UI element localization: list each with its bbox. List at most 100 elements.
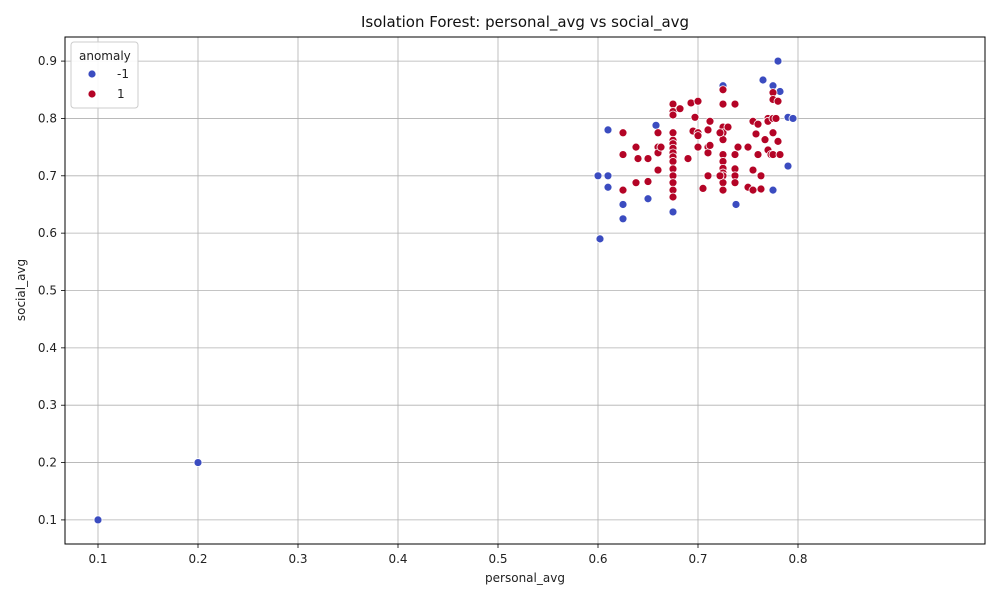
data-point [690,112,700,122]
data-point [788,114,798,123]
data-point [668,110,678,120]
data-point [730,99,740,109]
data-point [656,142,666,152]
data-point [633,154,643,163]
data-point [748,165,758,175]
y-tick-label: 0.1 [38,513,57,527]
data-point [753,119,763,129]
data-point [693,96,703,106]
data-point [631,142,641,152]
y-tick-label: 0.6 [38,226,57,240]
data-point [768,128,778,138]
data-point [631,178,641,188]
y-tick-label: 0.2 [38,456,57,470]
data-point [733,142,743,152]
data-point [643,154,653,163]
x-tick-label: 0.4 [388,552,407,566]
data-point [760,135,770,145]
x-tick-label: 0.7 [688,552,707,566]
data-point [705,116,715,126]
data-point [693,142,703,152]
legend-marker-anomaly [87,69,97,79]
data-point [773,96,783,106]
data-point [753,150,763,159]
data-point [595,234,605,244]
data-point [715,128,725,138]
data-point [730,178,740,188]
data-point [756,184,766,194]
data-point [730,150,740,159]
data-point [703,148,713,158]
data-point [718,85,728,95]
legend-title: anomaly [79,49,131,63]
data-point [651,120,661,130]
data-point [743,142,753,152]
data-point [643,177,653,186]
data-point [723,122,733,132]
data-point [668,99,678,109]
data-point [703,171,713,181]
data-point [93,515,103,525]
legend-box [70,41,139,109]
x-axis-label: personal_avg [485,571,565,585]
data-point [668,157,678,166]
data-point [603,182,613,192]
grid [65,37,985,544]
data-point [618,185,628,195]
data-point [193,458,203,467]
x-tick-label: 0.1 [88,552,107,566]
data-point [668,178,678,188]
data-point [783,161,793,171]
y-tick-label: 0.4 [38,341,57,355]
data-point [718,99,728,109]
data-point [603,125,613,135]
data-point [698,184,708,193]
chart-title: Isolation Forest: personal_avg vs social… [361,13,689,32]
data-point [705,140,715,150]
x-axis: 0.1 0.2 0.3 0.4 0.5 0.6 0.7 0.8 [88,544,808,566]
data-point [773,56,783,66]
data-point [703,125,713,135]
legend-marker-normal [87,89,97,99]
x-tick-label: 0.3 [288,552,307,566]
data-point [693,131,703,141]
data-point [675,104,685,114]
data-point [668,128,678,138]
x-tick-label: 0.5 [488,552,507,566]
data-point [668,192,678,202]
y-axis: 0.1 0.2 0.3 0.4 0.5 0.6 0.7 0.8 0.9 [38,54,65,527]
data-point [653,165,663,175]
legend: anomaly -1 1 [70,41,139,109]
x-tick-label: 0.8 [788,552,807,566]
data-point [643,194,653,204]
legend-label-anomaly: -1 [117,67,129,81]
data-point [771,114,781,123]
series-1 [618,85,785,202]
data-point [773,136,783,146]
y-tick-label: 0.3 [38,398,57,412]
data-point [715,171,725,181]
y-axis-label: social_avg [14,259,28,321]
data-point [593,171,603,181]
data-point [603,171,613,181]
legend-label-normal: 1 [117,87,125,101]
data-point [618,150,628,159]
y-tick-label: 0.5 [38,284,57,298]
data-point [756,171,766,181]
data-point [668,207,678,217]
y-tick-label: 0.9 [38,54,57,68]
data-point [748,185,758,195]
data-point [618,200,628,209]
y-tick-label: 0.7 [38,169,57,183]
data-point [718,185,728,195]
data-point [775,150,785,159]
data-point [758,75,768,85]
data-point [731,200,741,209]
data-point [751,129,761,139]
x-tick-label: 0.6 [588,552,607,566]
data-point [618,128,628,138]
x-tick-label: 0.2 [188,552,207,566]
data-point [768,185,778,195]
